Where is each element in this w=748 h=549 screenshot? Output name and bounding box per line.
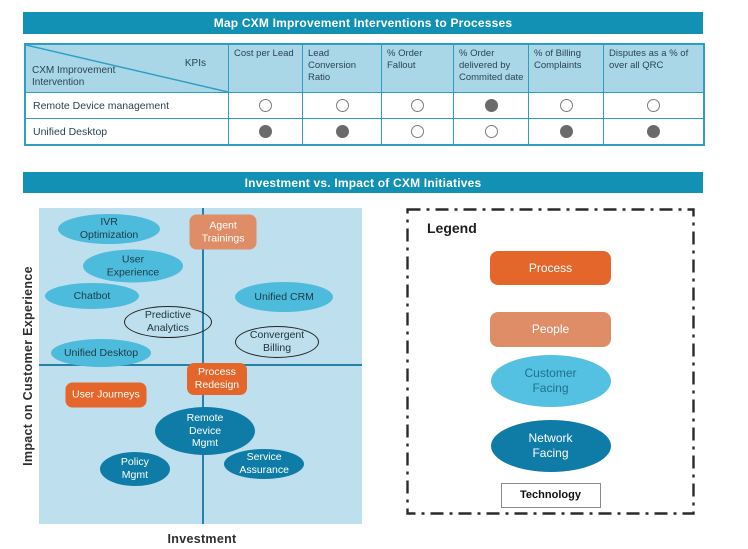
bubble-unified-desktop: Unified Desktop bbox=[51, 339, 152, 368]
bubble-service-assurance: Service Assurance bbox=[224, 448, 305, 479]
corner-kpis-label: KPIs bbox=[184, 58, 206, 69]
filled-dot-icon bbox=[335, 125, 349, 138]
kpi-cell bbox=[381, 92, 453, 118]
bubble-policy-mgmt: Policy Mgmt bbox=[99, 452, 170, 487]
kpi-column-header-order-delivered-by-commited-date: % Order delivered by Commited date bbox=[453, 45, 528, 92]
row-label: Unified Desktop bbox=[26, 118, 228, 144]
empty-dot-icon bbox=[647, 99, 660, 112]
filled-dot-icon bbox=[559, 125, 573, 138]
legend-item-network-facing: Network Facing bbox=[490, 420, 611, 472]
bubble-unified-crm: Unified CRM bbox=[235, 282, 334, 313]
empty-dot-icon bbox=[259, 99, 272, 112]
kpi-cell bbox=[603, 92, 703, 118]
kpi-cell bbox=[603, 118, 703, 144]
legend-item-people: People bbox=[490, 312, 611, 347]
kpi-matrix-table: KPIs CXM Improvement Intervention Cost p… bbox=[24, 43, 705, 146]
filled-dot-icon bbox=[259, 125, 272, 138]
kpi-cell bbox=[453, 92, 528, 118]
legend-box: Legend Process People Customer Facing Netwo… bbox=[406, 208, 695, 515]
empty-dot-icon bbox=[411, 125, 424, 138]
kpi-column-header-of-billing-complaints: % of Billing Complaints bbox=[528, 45, 603, 92]
kpi-cell bbox=[528, 92, 603, 118]
legend-item-technology: Technology bbox=[500, 483, 601, 508]
filled-dot-icon bbox=[647, 125, 660, 138]
chart-title-bar: Investment vs. Impact of CXM Initiatives bbox=[23, 172, 703, 193]
kpi-cell bbox=[528, 118, 603, 144]
filled-dot-icon bbox=[484, 99, 498, 112]
bubble-ivr-optimization: IVR Optimization bbox=[58, 213, 161, 244]
empty-dot-icon bbox=[335, 99, 349, 112]
kpi-cell bbox=[381, 118, 453, 144]
corner-rows-label: CXM Improvement Intervention bbox=[32, 65, 116, 88]
legend-item-process: Process bbox=[490, 251, 611, 285]
table-title-bar: Map CXM Improvement Interventions to Pro… bbox=[23, 12, 703, 34]
diagonal-divider bbox=[26, 45, 228, 92]
kpi-cell bbox=[228, 118, 302, 144]
bubble-user-experience: User Experience bbox=[82, 249, 183, 283]
bubble-process-redesign: Process Redesign bbox=[186, 362, 247, 395]
kpi-column-header-cost-per-lead: Cost per Lead bbox=[228, 45, 302, 92]
empty-dot-icon bbox=[484, 125, 498, 138]
bubble-remote-device-mgmt: Remote Device Mgmt bbox=[155, 407, 256, 456]
corner-cell: KPIs CXM Improvement Intervention bbox=[26, 45, 228, 92]
x-axis-label: Investment bbox=[167, 532, 237, 546]
empty-dot-icon bbox=[559, 99, 573, 112]
kpi-column-header-order-fallout: % Order Fallout bbox=[381, 45, 453, 92]
legend-dashdot-border bbox=[406, 208, 695, 515]
kpi-cell bbox=[302, 92, 381, 118]
bubble-chart-plot: IVR Optimization User Experience Chatbot Un… bbox=[39, 208, 362, 524]
bubble-convergent-billing: Convergent Billing bbox=[235, 325, 320, 358]
bubble-chatbot: Chatbot bbox=[44, 282, 139, 309]
chart-title: Investment vs. Impact of CXM Initiatives bbox=[244, 175, 482, 190]
legend-title: Legend bbox=[427, 220, 477, 236]
empty-dot-icon bbox=[411, 99, 424, 112]
y-axis-label: Impact on Customer Experience bbox=[21, 266, 35, 466]
legend-item-customer-facing: Customer Facing bbox=[490, 355, 611, 407]
bubble-user-journeys: User Journeys bbox=[65, 382, 147, 408]
bubble-predictive-analytics: Predictive Analytics bbox=[123, 306, 212, 339]
table-title: Map CXM Improvement Interventions to Pro… bbox=[213, 16, 513, 30]
kpi-cell bbox=[453, 118, 528, 144]
kpi-column-header-disputes-as-a-of-over-all-qrc: Disputes as a % of over all QRC bbox=[603, 45, 703, 92]
bubble-agent-trainings: Agent Trainings bbox=[189, 214, 257, 250]
row-label: Remote Device management bbox=[26, 92, 228, 118]
kpi-cell bbox=[302, 118, 381, 144]
kpi-column-header-lead-conversion-ratio: Lead Conversion Ratio bbox=[302, 45, 381, 92]
kpi-cell bbox=[228, 92, 302, 118]
